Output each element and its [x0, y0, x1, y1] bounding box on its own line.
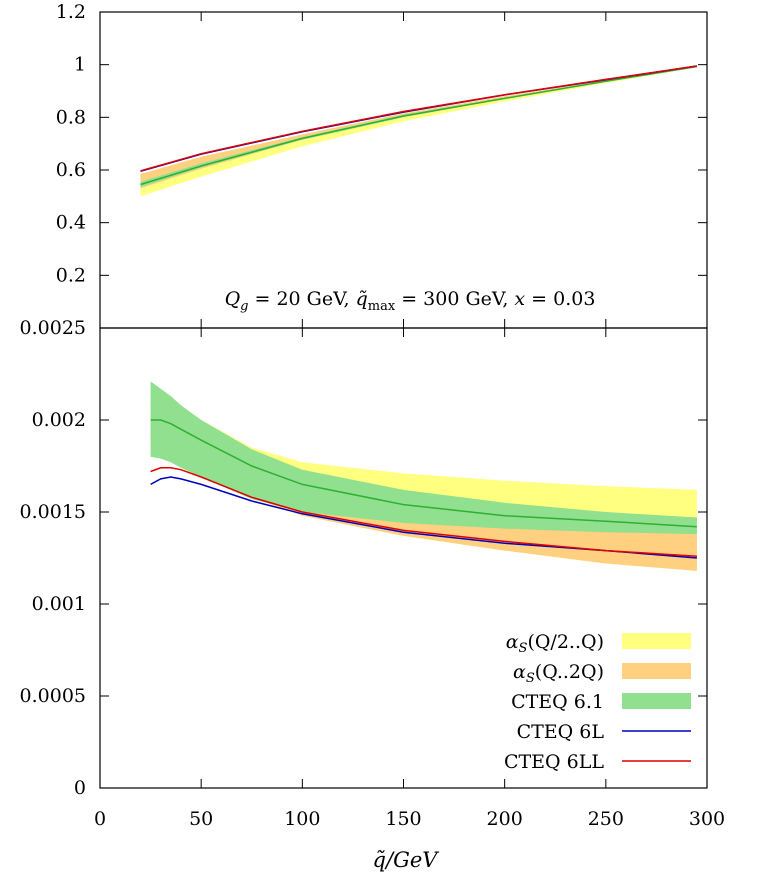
lower-series-1--s-q-2q--band [150, 410, 697, 571]
lower-series-4-cteq-6l-line [150, 476, 697, 559]
upper-y-tick-label: 0.8 [56, 106, 86, 128]
x-tick-label: 0 [94, 808, 106, 830]
upper-panel-annotation: Qg = 20 GeV, q̃max = 300 GeV, x = 0.03 [225, 288, 596, 314]
upper-series-1--s-q-2q--band [140, 66, 697, 189]
x-tick-label: 100 [284, 808, 320, 830]
x-tick-label: 50 [189, 808, 213, 830]
upper-y-tick-label: 1 [74, 54, 86, 76]
upper-y-tick-label: 0.2 [56, 264, 86, 286]
x-tick-label: 300 [689, 808, 725, 830]
x-tick-label: 250 [588, 808, 624, 830]
x-axis-title: q̃/GeV [373, 848, 440, 872]
upper-bands [140, 66, 697, 197]
upper-y-tick-label: 0.4 [56, 212, 86, 234]
lower-y-tick-label: 0.0025 [20, 317, 86, 339]
lower-lines [150, 419, 697, 559]
legend-swatch [622, 693, 691, 709]
legend-swatch [622, 663, 691, 679]
upper-series-3-cteq-6-1-central-line [140, 65, 698, 186]
upper-lines [140, 65, 698, 186]
upper-series-5-cteq-6ll-line [140, 65, 698, 172]
x-tick-label: 200 [487, 808, 523, 830]
lower-series-2-cteq-6-1-band [150, 381, 697, 535]
upper-series-0--s-q-2-q--band [140, 66, 697, 197]
legend-label: CTEQ 6L [517, 721, 605, 743]
legend-label: αS(Q/2..Q) [506, 631, 604, 656]
legend-label: CTEQ 6LL [504, 751, 604, 773]
lower-y-tick-label: 0 [74, 777, 86, 799]
lower-series-5-cteq-6ll-line [150, 467, 697, 557]
lower-series-3-cteq-6-1-central-line [150, 419, 697, 528]
lower-y-tick-label: 0.002 [32, 409, 86, 431]
x-tick-label: 150 [385, 808, 421, 830]
axis-tick-labels: 0.2 0.4 0.6 0.8 1 1.2 0 0.0005 0.001 0.0015 0.002 0… [20, 1, 726, 830]
legend-label: αS(Q..2Q) [513, 661, 604, 686]
upper-y-tick-label: 1.2 [56, 1, 86, 23]
upper-y-tick-label: 0.6 [56, 159, 86, 181]
axis-ticks [100, 12, 707, 788]
lower-y-tick-label: 0.0005 [20, 685, 86, 707]
legend-label: CTEQ 6.1 [511, 691, 604, 713]
lower-y-tick-label: 0.0015 [20, 501, 86, 523]
legend: αS(Q/2..Q) αS(Q..2Q) CTEQ 6.1 CTEQ 6L CTEQ 6… [504, 631, 691, 773]
legend-swatch [622, 633, 691, 649]
lower-y-tick-label: 0.001 [32, 593, 86, 615]
lower-bands [150, 381, 697, 571]
